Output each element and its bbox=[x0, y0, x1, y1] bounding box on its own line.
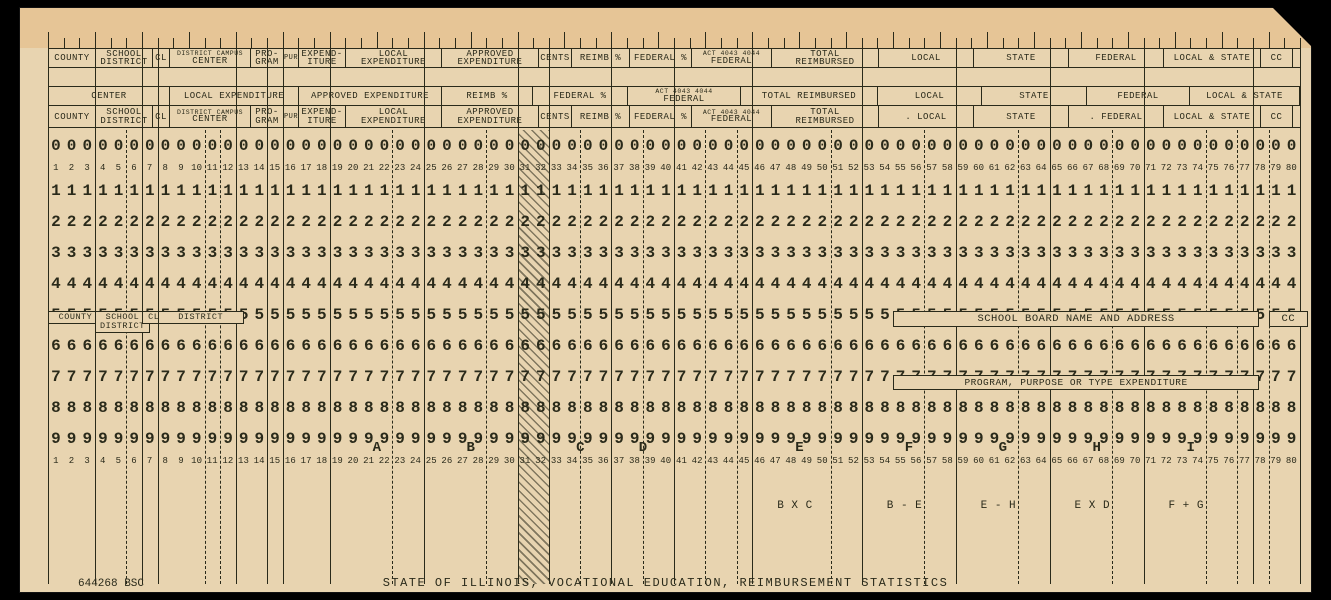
column-letter: B bbox=[467, 440, 475, 456]
header-cell: PUR bbox=[284, 49, 299, 67]
header-cell: LOCAL & STATE bbox=[1190, 87, 1300, 105]
header-cell: CL bbox=[153, 49, 170, 67]
header-cell: APPROVED EXPENDITURE bbox=[299, 87, 442, 105]
header-cell: DISTRICT CAMPUSCENTER bbox=[170, 49, 251, 67]
header-cell: REIMB % bbox=[572, 106, 630, 127]
header-cell: EXPEND-ITURE bbox=[299, 106, 346, 127]
column-letter: D bbox=[639, 440, 647, 456]
cc-label: CC bbox=[1269, 311, 1308, 327]
mid-label: DISTRICT bbox=[158, 311, 244, 324]
header-cell: TOTALREIMBURSED bbox=[772, 49, 879, 67]
header-cell: COUNTY bbox=[48, 106, 96, 127]
program-purpose-label: PROGRAM, PURPOSE OR TYPE EXPENDITURE bbox=[893, 375, 1259, 390]
footer-title: STATE OF ILLINOIS, VOCATIONAL EDUCATION,… bbox=[20, 576, 1311, 590]
header-cell: TOTAL REIMBURSED bbox=[741, 87, 878, 105]
header-cell: STATE bbox=[974, 106, 1069, 127]
column-formula: F + G bbox=[1168, 500, 1204, 512]
header-cell: STATE bbox=[982, 87, 1087, 105]
column-letter: G bbox=[999, 440, 1007, 456]
header-cell: DISTRICT CAMPUSCENTER bbox=[170, 106, 251, 127]
header-cell: LOCAL & STATE bbox=[1164, 106, 1261, 127]
header-cell: FEDERAL % bbox=[630, 49, 692, 67]
column-formula: E - H bbox=[981, 500, 1017, 512]
header-cell: COUNTY bbox=[48, 49, 96, 67]
column-letter: C bbox=[576, 440, 584, 456]
school-board-label: SCHOOL BOARD NAME AND ADDRESS bbox=[893, 311, 1259, 327]
header-cell: CENTS bbox=[539, 106, 572, 127]
header-cell: CENTS bbox=[539, 49, 572, 67]
digit-grid: 0000000000000000000000000000000000000000… bbox=[48, 130, 1300, 468]
column-formula: B X C bbox=[777, 500, 813, 512]
header-cell: . LOCAL bbox=[879, 106, 974, 127]
column-letter: F bbox=[905, 440, 913, 456]
header-cell: REIMB % bbox=[572, 49, 630, 67]
header-cell: LOCALEXPENDITURE bbox=[346, 49, 442, 67]
header-cell: FEDERAL bbox=[1069, 49, 1164, 67]
header-cell: ACT 4043 4044FEDERAL bbox=[692, 106, 772, 127]
header-cell: CL bbox=[153, 106, 170, 127]
column-formula: E X D bbox=[1075, 500, 1111, 512]
header-cell: CENTER bbox=[48, 87, 170, 105]
header-cell: LOCAL & STATE bbox=[1164, 49, 1261, 67]
column-letter: H bbox=[1093, 440, 1101, 456]
header-cell: APPROVEDEXPENDITURE bbox=[442, 49, 539, 67]
header-cell: LOCAL EXPENDITURE bbox=[170, 87, 299, 105]
header-cell: EXPEND-ITURE bbox=[299, 49, 346, 67]
header-cell: TOTALREIMBURSED bbox=[772, 106, 879, 127]
header-cell: PUR bbox=[284, 106, 299, 127]
header-cell: REIMB % bbox=[442, 87, 533, 105]
header-cell: LOCAL bbox=[878, 87, 982, 105]
header-cell: APPROVEDEXPENDITURE bbox=[442, 106, 539, 127]
punch-card: COUNTYSCHOOLDISTRICTCLDISTRICT CAMPUSCEN… bbox=[20, 8, 1311, 592]
header-cell: LOCALEXPENDITURE bbox=[346, 106, 442, 127]
header-cell: SCHOOLDISTRICT bbox=[96, 49, 153, 67]
header-cell: ACT 4043 4044FEDERAL bbox=[692, 49, 772, 67]
column-formula: B - E bbox=[887, 500, 923, 512]
header-cell: CC bbox=[1261, 49, 1293, 67]
header-cell: FEDERAL bbox=[1087, 87, 1190, 105]
header-cell: FEDERAL % bbox=[630, 106, 692, 127]
header-cell: STATE bbox=[974, 49, 1069, 67]
header-cell: CC bbox=[1261, 106, 1293, 127]
header-cell: . FEDERAL bbox=[1069, 106, 1164, 127]
top-edge-ticks bbox=[20, 8, 1311, 48]
header-cell: FEDERAL % bbox=[533, 87, 628, 105]
column-letter: E bbox=[795, 440, 803, 456]
header-cell: SCHOOLDISTRICT bbox=[96, 106, 153, 127]
column-letter: A bbox=[373, 440, 381, 456]
header-cell: ACT 4043 4044FEDERAL bbox=[628, 87, 741, 105]
column-letter: I bbox=[1186, 440, 1194, 456]
header-cell: LOCAL bbox=[879, 49, 974, 67]
